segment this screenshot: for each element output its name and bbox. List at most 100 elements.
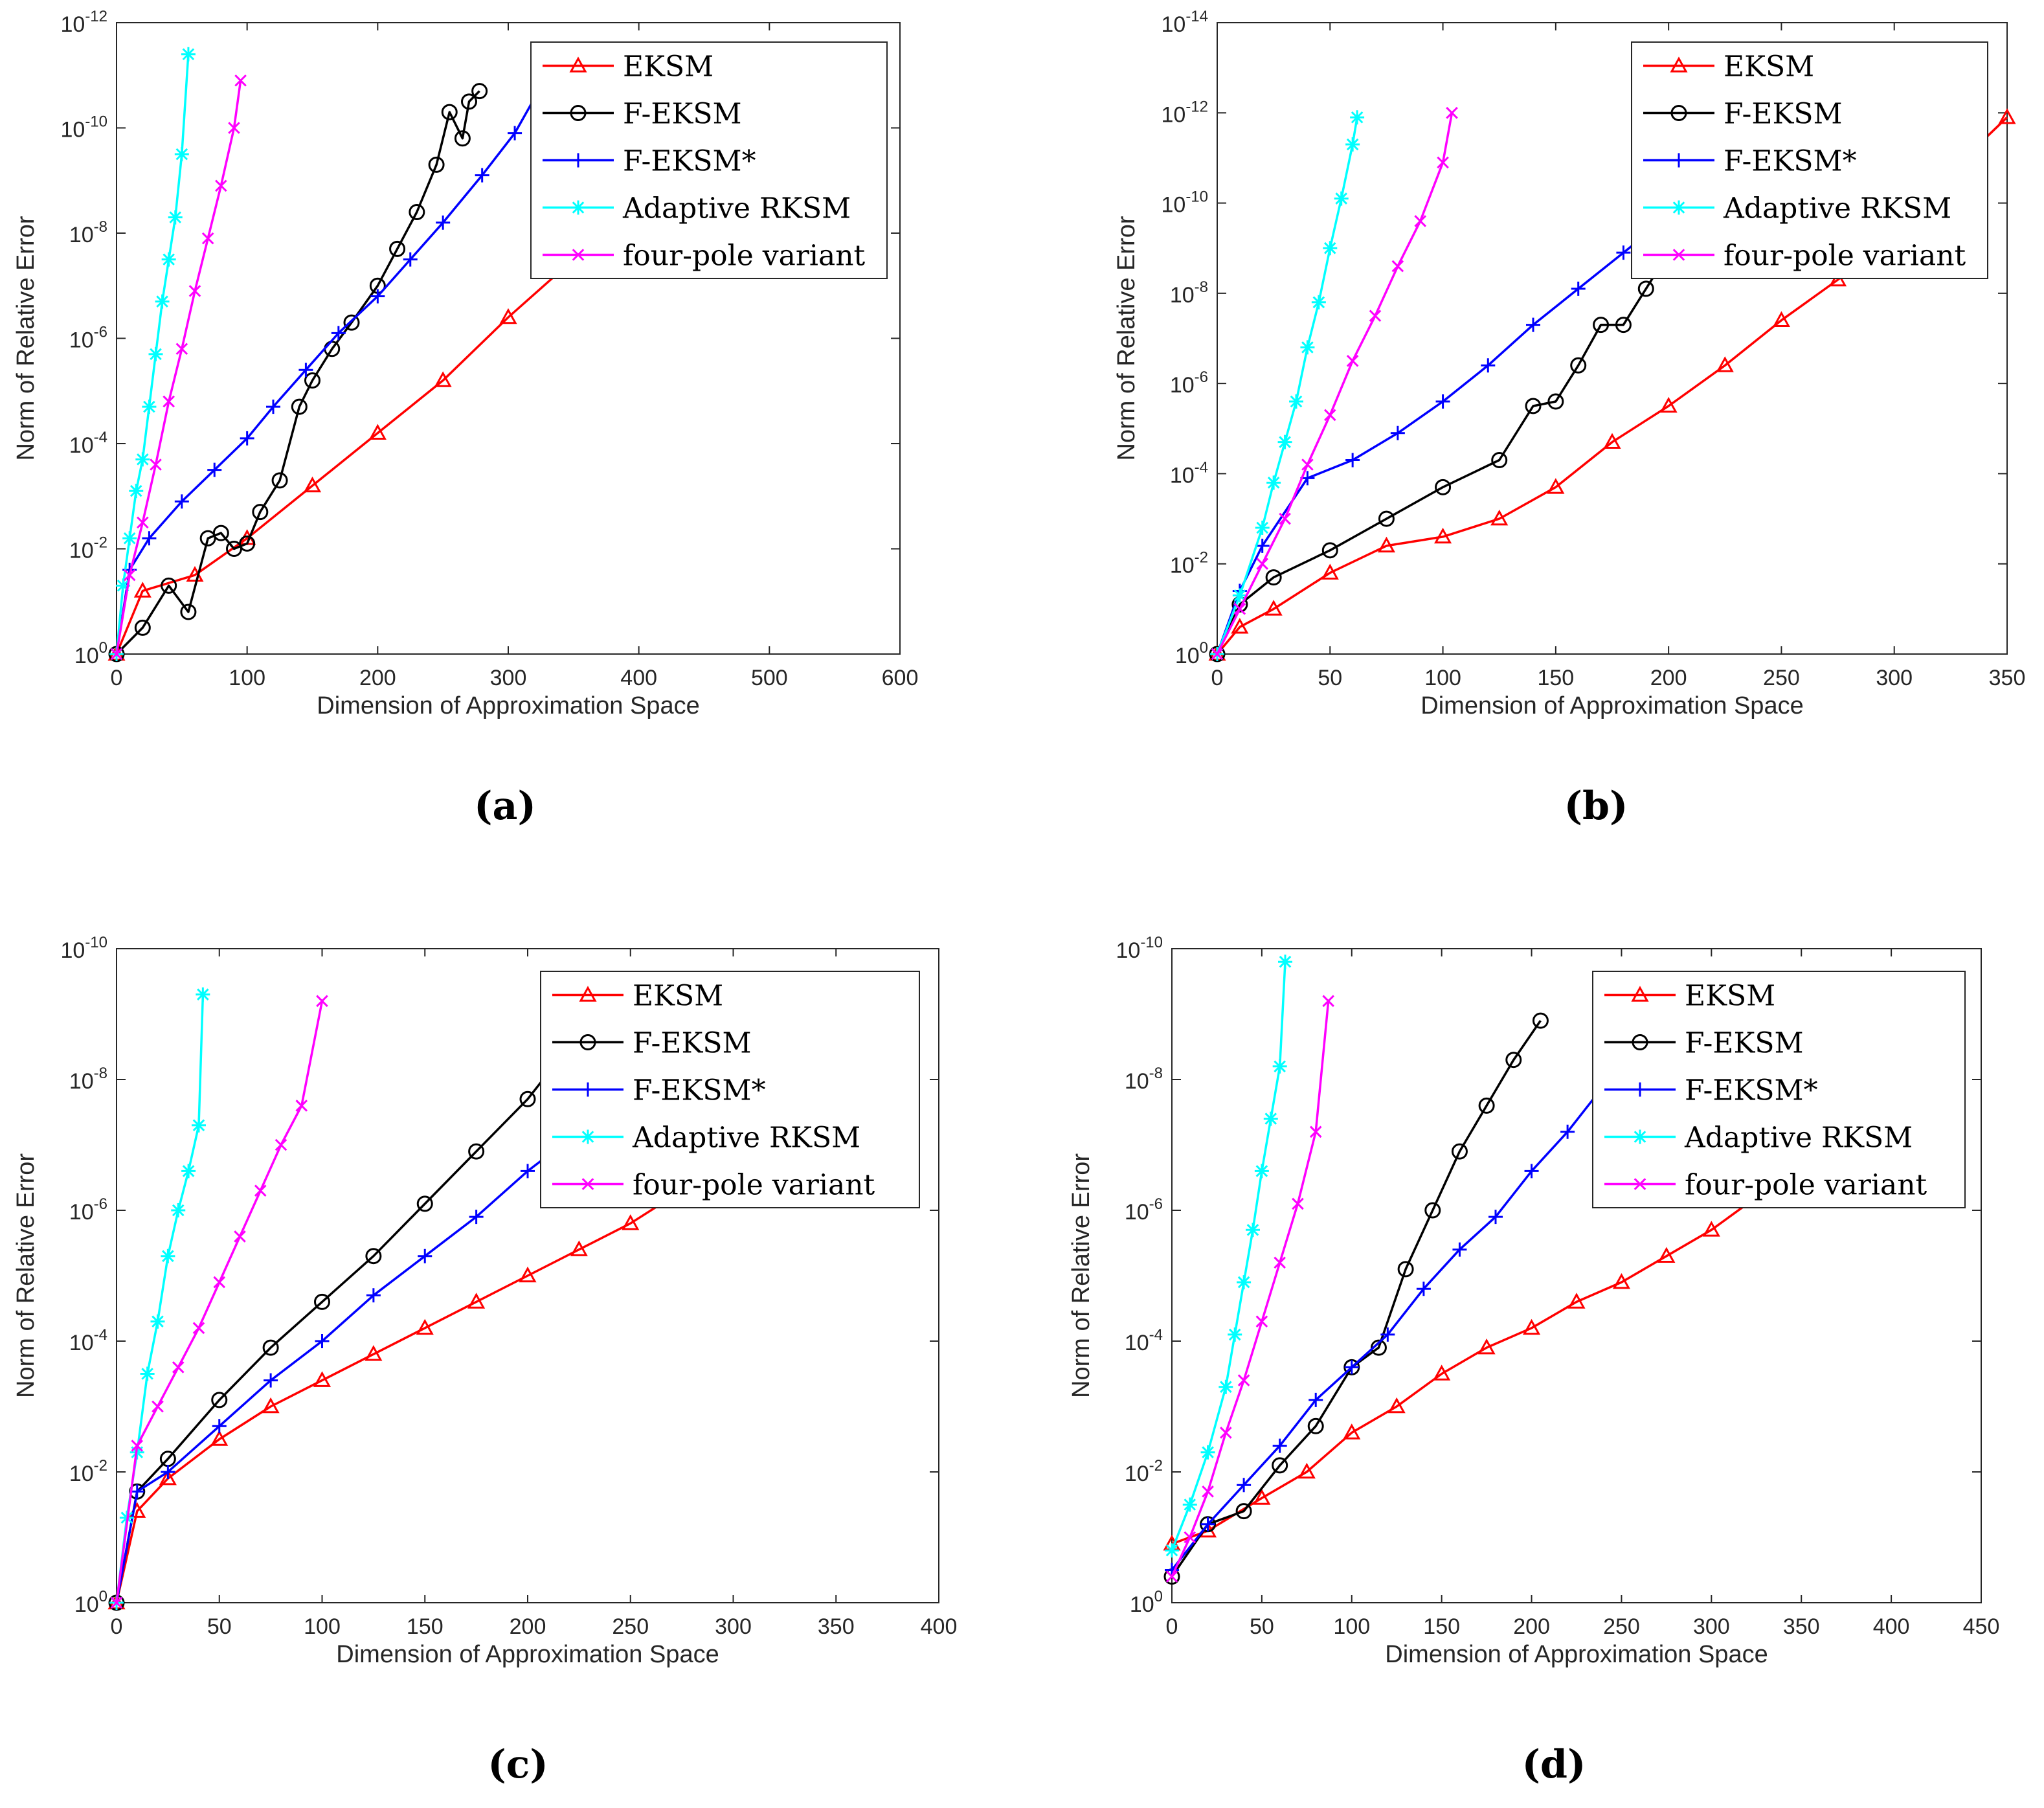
y-tick-label: 10-6 [1125, 1195, 1163, 1225]
x-tick-label: 600 [882, 666, 919, 690]
y-axis-label: Norm of Relative Error [1113, 216, 1140, 460]
point-four-pole-variant [1391, 260, 1404, 273]
point-adaptive-rksm [1263, 1111, 1278, 1126]
point-four-pole-variant [215, 179, 227, 192]
point-four-pole-variant [316, 995, 328, 1008]
point-f-eksm-star [366, 1288, 381, 1303]
legend-marker-adaptive-rksm [1672, 200, 1686, 215]
point-f-eksm [239, 535, 256, 552]
point-adaptive-rksm [1266, 475, 1281, 490]
y-tick-label: 10-4 [69, 1326, 107, 1355]
y-tick-label: 10-8 [1170, 278, 1208, 308]
point-f-eksm-star [331, 326, 346, 341]
point-eksm [1434, 527, 1452, 544]
point-f-eksm-star [161, 1465, 175, 1479]
point-four-pole-variant [1446, 106, 1458, 119]
x-tick-label: 250 [1603, 1614, 1640, 1639]
legend-marker-eksm [1670, 56, 1688, 73]
point-f-eksm [1478, 1097, 1495, 1114]
y-tick-label: 10-14 [1161, 8, 1208, 37]
point-adaptive-rksm [140, 1366, 155, 1381]
legend-label-four-pole-variant: four-pole variant [1685, 1169, 1927, 1202]
point-f-eksm-star [129, 1484, 144, 1499]
point-four-pole-variant [1165, 1570, 1178, 1583]
x-tick-label: 200 [1650, 666, 1687, 690]
x-tick-label: 350 [1989, 666, 2026, 690]
point-four-pole-variant [234, 1230, 246, 1243]
point-adaptive-rksm [1182, 1497, 1197, 1512]
x-tick-label: 200 [359, 666, 396, 690]
legend-marker-adaptive-rksm [571, 200, 585, 215]
y-tick-label: 100 [74, 639, 107, 668]
point-four-pole-variant [201, 232, 214, 245]
point-f-eksm [1378, 510, 1395, 527]
point-eksm [313, 1371, 331, 1387]
x-tick-label: 250 [1763, 666, 1800, 690]
legend-c: EKSM F-EKSM F-EKSM* Adaptive RKSM four-pole … [540, 971, 920, 1208]
point-adaptive-rksm [161, 1249, 175, 1263]
y-tick-label: 10-4 [1125, 1326, 1163, 1355]
y-tick-label: 10-2 [69, 1457, 107, 1486]
point-f-eksm [461, 93, 477, 110]
point-eksm [1657, 1247, 1676, 1263]
point-f-eksm [212, 525, 229, 541]
line-f-eksm [115, 90, 480, 655]
point-f-eksm [1321, 542, 1338, 559]
x-tick-label: 350 [818, 1614, 855, 1639]
line-f-eksm-star [1171, 1033, 1652, 1571]
point-eksm [1433, 1364, 1451, 1381]
point-eksm [1264, 600, 1283, 616]
legend-marker-f-eksm [1632, 1034, 1648, 1050]
y-tick-label: 10-6 [69, 324, 107, 353]
point-eksm [303, 476, 322, 493]
legend-label-eksm: EKSM [1685, 980, 1775, 1013]
y-tick-label: 10-10 [60, 934, 107, 963]
legend-label-f-eksm-star: F-EKSM* [1724, 145, 1857, 178]
point-four-pole-variant [1211, 648, 1224, 661]
point-four-pole-variant [137, 516, 149, 529]
line-adaptive-rksm [1216, 117, 1358, 655]
point-eksm [467, 1293, 486, 1309]
point-f-eksm-star [1488, 1210, 1503, 1225]
point-adaptive-rksm [1237, 1275, 1252, 1290]
y-axis-label: Norm of Relative Error [12, 1153, 39, 1398]
x-tick-label: 300 [1693, 1614, 1730, 1639]
point-eksm [368, 424, 387, 440]
point-adaptive-rksm [1219, 1379, 1233, 1394]
point-adaptive-rksm [1246, 1223, 1260, 1237]
point-f-eksm-star [475, 168, 489, 183]
legend-label-adaptive-rksm: Adaptive RKSM [632, 1122, 860, 1155]
point-eksm [1612, 1273, 1630, 1289]
point-eksm [1253, 1489, 1271, 1505]
point-adaptive-rksm [122, 531, 137, 546]
point-eksm [1321, 563, 1339, 580]
x-tick-label: 200 [510, 1614, 546, 1639]
legend-marker-eksm [569, 56, 587, 73]
point-f-eksm-star [436, 215, 451, 230]
y-tick-label: 10-10 [1116, 934, 1163, 963]
y-tick-label: 10-4 [69, 429, 107, 458]
point-adaptive-rksm [129, 484, 144, 499]
point-f-eksm [1637, 280, 1654, 297]
legend-marker-four-pole-variant [572, 249, 585, 261]
point-four-pole-variant [110, 648, 123, 661]
point-eksm [1659, 396, 1678, 413]
point-f-eksm-star [418, 1249, 432, 1263]
x-axis-label: Dimension of Approximation Space [336, 1641, 719, 1668]
legend-marker-f-eksm [1670, 105, 1687, 121]
point-f-eksm [471, 83, 488, 100]
point-adaptive-rksm [1272, 1059, 1287, 1074]
point-four-pole-variant [1237, 1374, 1250, 1386]
point-f-eksm [262, 1339, 279, 1356]
point-four-pole-variant [1322, 995, 1334, 1008]
point-adaptive-rksm [1228, 1327, 1242, 1342]
point-f-eksm [1370, 1339, 1387, 1356]
x-axis-label: Dimension of Approximation Space [1421, 692, 1803, 719]
y-tick-label: 10-4 [1170, 458, 1208, 488]
legend-b: EKSM F-EKSM F-EKSM* Adaptive RKSM four-pole … [1631, 41, 1988, 279]
point-f-eksm [428, 156, 445, 173]
point-f-eksm-star [1435, 394, 1450, 409]
point-f-eksm [271, 472, 288, 489]
point-eksm [1377, 536, 1395, 553]
x-tick-label: 150 [1537, 666, 1574, 690]
